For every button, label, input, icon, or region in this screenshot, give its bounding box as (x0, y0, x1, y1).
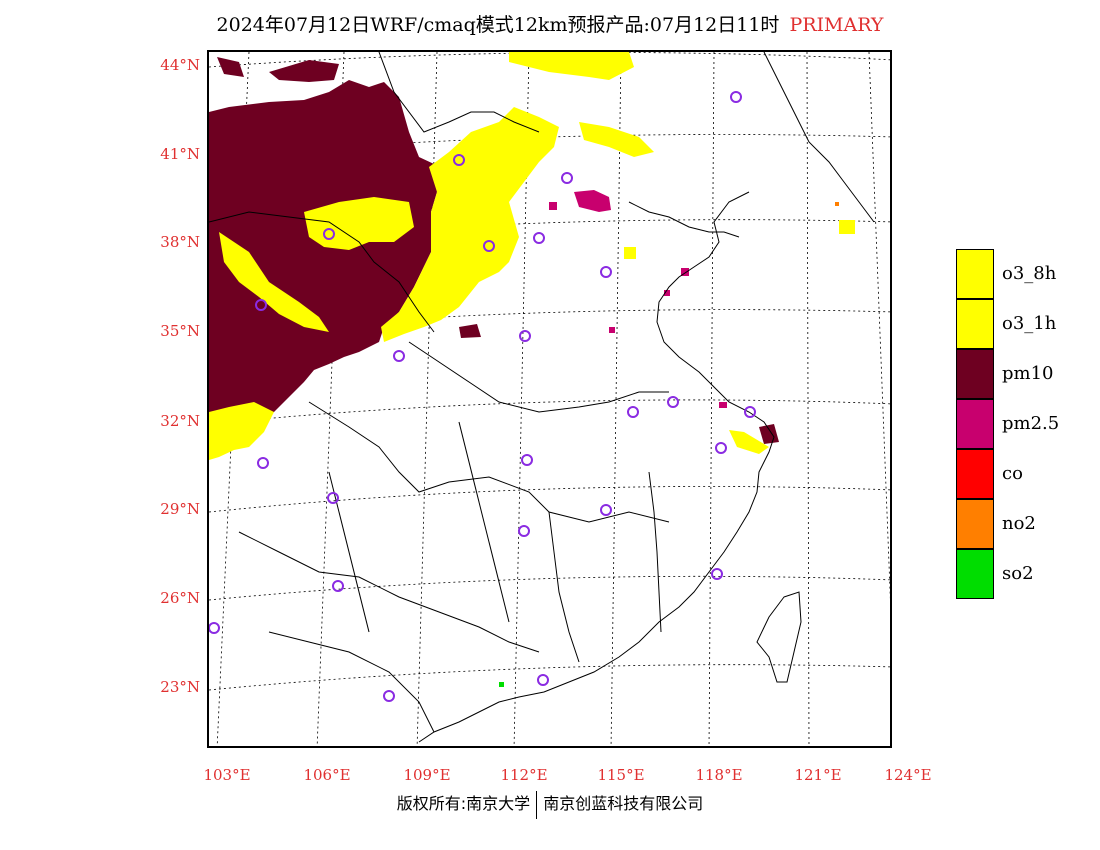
lon-label-121: 121°E (794, 766, 842, 784)
lon-label-106: 106°E (303, 766, 351, 784)
title-main: 2024年07月12日WRF/cmaq模式12km预报产品:07月12日11时 (216, 14, 780, 36)
lat-label-23: 23°N (160, 678, 200, 696)
footer-divider (536, 790, 538, 819)
no2-spot (835, 202, 839, 206)
lon-label-124: 124°E (884, 766, 932, 784)
legend-label-no2: no2 (1002, 513, 1036, 534)
pm25-area (549, 190, 727, 408)
lat-label-35: 35°N (160, 322, 200, 340)
legend-label-so2: so2 (1002, 563, 1034, 584)
lat-label-26: 26°N (160, 589, 200, 607)
legend-label-pm25: pm2.5 (1002, 413, 1060, 434)
map-area (207, 50, 892, 748)
lat-label-32: 32°N (160, 412, 200, 430)
copyright-footer: 版权所有:南京大学 南京创蓝科技有限公司 (0, 790, 1100, 819)
so2-spot (499, 682, 504, 687)
legend-swatch-co (956, 449, 994, 499)
lat-label-38: 38°N (160, 233, 200, 251)
chart-title: 2024年07月12日WRF/cmaq模式12km预报产品:07月12日11时 P… (0, 10, 1100, 37)
lon-label-112: 112°E (500, 766, 548, 784)
copyright-left: 版权所有:南京大学 (396, 794, 531, 813)
legend-swatch-o3-1h (956, 299, 994, 349)
legend-label-co: co (1002, 463, 1023, 484)
lon-label-115: 115°E (597, 766, 645, 784)
legend-swatch-pm25 (956, 399, 994, 449)
title-tag: PRIMARY (789, 14, 884, 36)
lat-label-29: 29°N (160, 500, 200, 518)
lon-label-103: 103°E (203, 766, 251, 784)
copyright-right: 南京创蓝科技有限公司 (543, 794, 704, 813)
legend-label-pm10: pm10 (1002, 363, 1054, 384)
legend-swatch-o3-8h (956, 249, 994, 299)
legend-swatch-so2 (956, 549, 994, 599)
lon-label-109: 109°E (403, 766, 451, 784)
o3-area (209, 52, 855, 460)
lat-label-44: 44°N (160, 56, 200, 74)
boundaries (209, 52, 875, 743)
station-markers (209, 91, 756, 702)
legend-label-o3-1h: o3_1h (1002, 313, 1057, 334)
map-svg (209, 52, 890, 746)
legend-label-o3-8h: o3_8h (1002, 263, 1057, 284)
lat-label-41: 41°N (160, 145, 200, 163)
lon-label-118: 118°E (695, 766, 743, 784)
legend-swatch-no2 (956, 499, 994, 549)
legend-swatch-pm10 (956, 349, 994, 399)
